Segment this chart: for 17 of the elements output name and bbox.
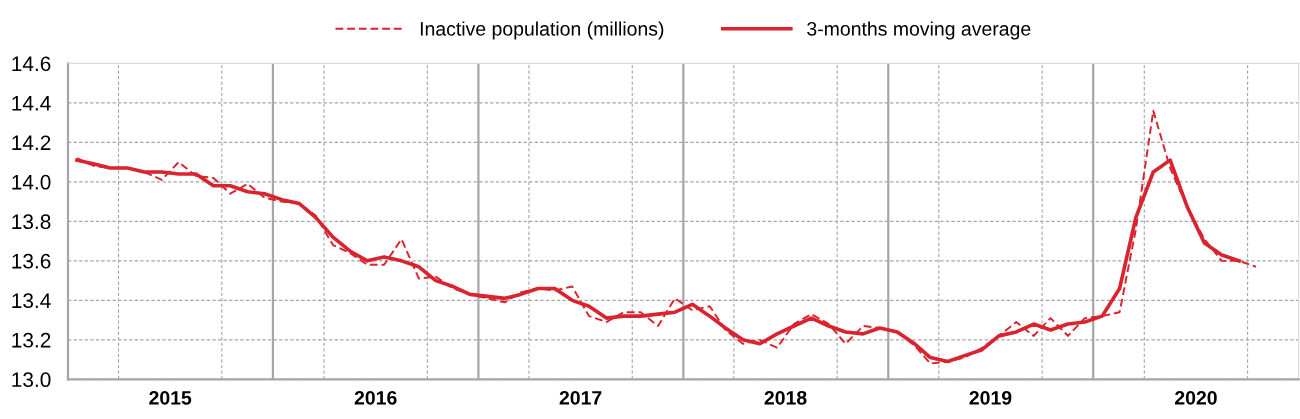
x-tick-label: 2015 xyxy=(149,390,192,405)
x-tick-label: 2017 xyxy=(559,390,602,405)
x-tick-label: 2018 xyxy=(764,390,807,405)
y-tick-label: 14.2 xyxy=(12,135,51,150)
y-tick-label: 14.6 xyxy=(12,56,51,72)
x-tick-label: 2020 xyxy=(1175,390,1217,405)
legend-label: Inactive population (millions) xyxy=(420,21,664,40)
y-tick-label: 13.8 xyxy=(12,214,51,230)
y-tick-label: 14.4 xyxy=(12,96,51,111)
y-tick-label: 13.0 xyxy=(12,372,51,388)
y-tick-label: 14.0 xyxy=(12,174,51,190)
y-tick-label: 13.2 xyxy=(12,332,51,348)
x-tick-label: 2016 xyxy=(354,390,397,405)
legend-label: 3-months moving average xyxy=(807,21,1031,40)
y-tick-label: 13.4 xyxy=(12,293,51,309)
y-tick-label: 13.6 xyxy=(12,253,51,269)
x-tick-label: 2019 xyxy=(969,390,1012,405)
